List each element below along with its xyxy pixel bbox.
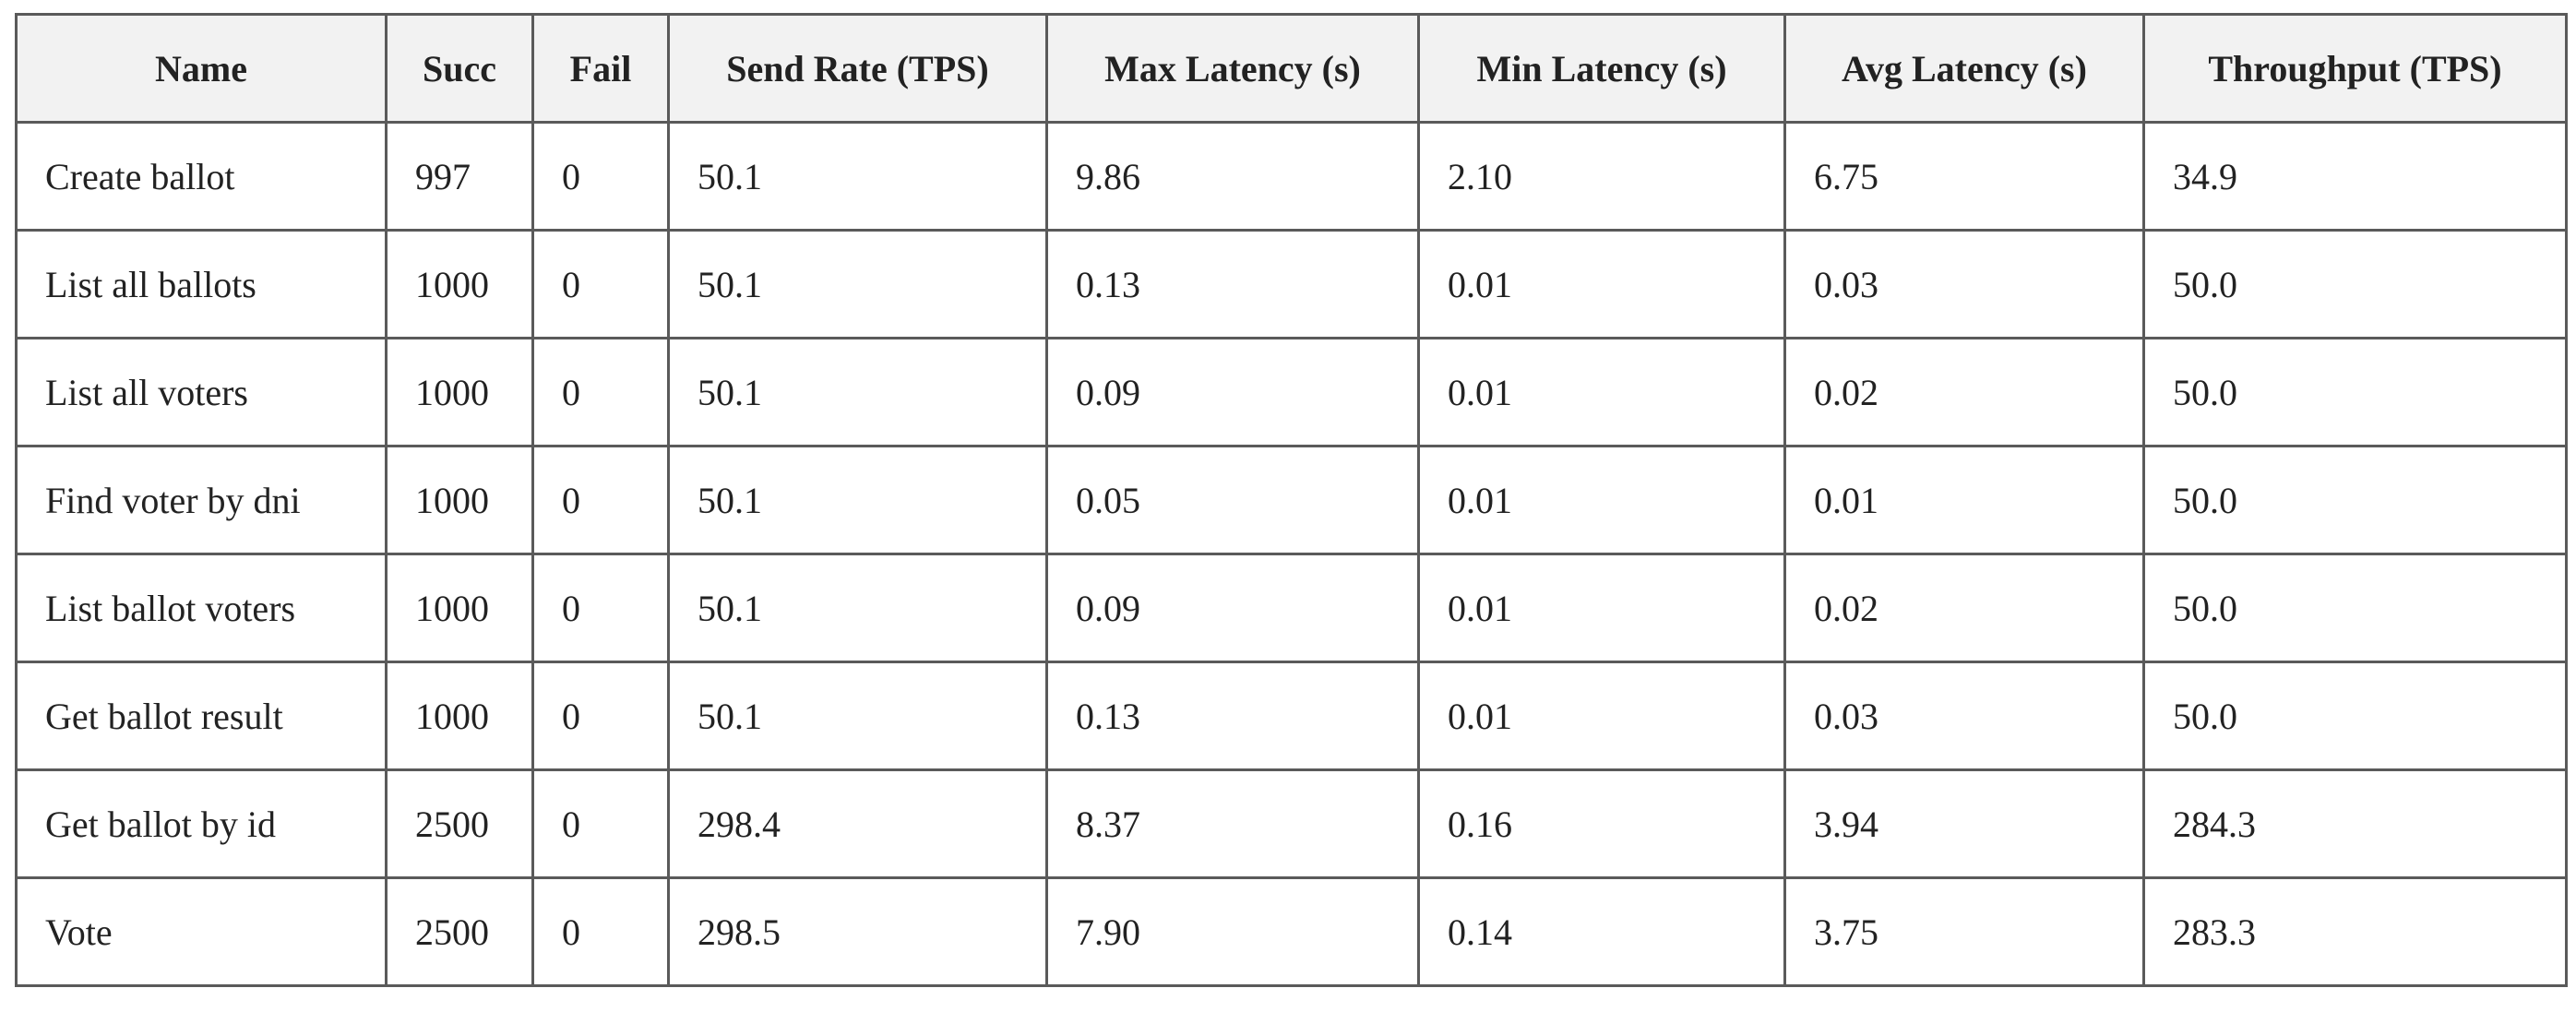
table-cell: List all voters [15, 337, 388, 447]
table-cell: 7.90 [1045, 876, 1420, 987]
table-cell: 0.05 [1045, 445, 1420, 555]
table-cell: 2500 [385, 768, 534, 879]
table-cell: 1000 [385, 337, 534, 447]
table-cell: 50.0 [2142, 337, 2568, 447]
table-cell: 6.75 [1783, 121, 2145, 232]
header-cell: Max Latency (s) [1045, 13, 1420, 124]
header-cell: Avg Latency (s) [1783, 13, 2145, 124]
table-cell: 0 [531, 445, 670, 555]
table-cell: 50.1 [667, 337, 1048, 447]
table-cell: 2500 [385, 876, 534, 987]
table-cell: 0.02 [1783, 337, 2145, 447]
table-row: Find voter by dni 1000 0 50.1 0.05 0.01 0.01 50… [15, 445, 2568, 555]
table-cell: 8.37 [1045, 768, 1420, 879]
table-cell: 0 [531, 768, 670, 879]
table-cell: 0.01 [1417, 661, 1786, 771]
table-cell: 50.0 [2142, 445, 2568, 555]
table-cell: 3.94 [1783, 768, 2145, 879]
table-body: Create ballot 997 0 50.1 9.86 2.10 6.75 34.9 Lis… [15, 121, 2568, 987]
table-row: Create ballot 997 0 50.1 9.86 2.10 6.75 34.9 [15, 121, 2568, 232]
table-cell: Create ballot [15, 121, 388, 232]
header-cell: Min Latency (s) [1417, 13, 1786, 124]
table-cell: 50.1 [667, 445, 1048, 555]
header-cell: Throughput (TPS) [2142, 13, 2568, 124]
table-row: Get ballot by id 2500 0 298.4 8.37 0.16 3.94 28… [15, 768, 2568, 879]
table-cell: 284.3 [2142, 768, 2568, 879]
table-cell: 50.0 [2142, 661, 2568, 771]
table-cell: 1000 [385, 445, 534, 555]
table-cell: Get ballot by id [15, 768, 388, 879]
table-cell: 50.1 [667, 229, 1048, 339]
table-cell: 283.3 [2142, 876, 2568, 987]
table-row: List ballot voters 1000 0 50.1 0.09 0.01 0.02 5… [15, 553, 2568, 663]
table-cell: 0.09 [1045, 553, 1420, 663]
table-cell: 0.01 [1417, 337, 1786, 447]
table-cell: 3.75 [1783, 876, 2145, 987]
table-cell: 0 [531, 121, 670, 232]
table-cell: Find voter by dni [15, 445, 388, 555]
table-cell: 2.10 [1417, 121, 1786, 232]
table-cell: List ballot voters [15, 553, 388, 663]
table-cell: 0.03 [1783, 661, 2145, 771]
header-cell: Name [15, 13, 388, 124]
header-cell: Fail [531, 13, 670, 124]
table-cell: 0.02 [1783, 553, 2145, 663]
table-cell: List all ballots [15, 229, 388, 339]
table-cell: 0 [531, 553, 670, 663]
table-cell: 0.01 [1417, 553, 1786, 663]
table-cell: 0.14 [1417, 876, 1786, 987]
table-cell: 34.9 [2142, 121, 2568, 232]
table-cell: 0.01 [1417, 229, 1786, 339]
results-table: Name Succ Fail Send Rate (TPS) Max Latency (… [15, 13, 2568, 987]
table-cell: 0.01 [1417, 445, 1786, 555]
table-cell: 1000 [385, 553, 534, 663]
table-cell: 0 [531, 661, 670, 771]
table-cell: 0.13 [1045, 229, 1420, 339]
header-row: Name Succ Fail Send Rate (TPS) Max Latency (… [15, 13, 2568, 124]
table-cell: 298.4 [667, 768, 1048, 879]
header-cell: Send Rate (TPS) [667, 13, 1048, 124]
table-cell: 50.1 [667, 553, 1048, 663]
table-cell: 50.1 [667, 661, 1048, 771]
table-cell: 0 [531, 876, 670, 987]
table-cell: 50.0 [2142, 553, 2568, 663]
table-cell: 0 [531, 229, 670, 339]
table-cell: 0.09 [1045, 337, 1420, 447]
table-row: Vote 2500 0 298.5 7.90 0.14 3.75 283.3 [15, 876, 2568, 987]
table-cell: 997 [385, 121, 534, 232]
table-row: List all voters 1000 0 50.1 0.09 0.01 0.02 50.0 [15, 337, 2568, 447]
table-cell: 298.5 [667, 876, 1048, 987]
header-cell: Succ [385, 13, 534, 124]
table-row: Get ballot result 1000 0 50.1 0.13 0.01 0.03 50… [15, 661, 2568, 771]
table-row: List all ballots 1000 0 50.1 0.13 0.01 0.03 50.… [15, 229, 2568, 339]
table-cell: Get ballot result [15, 661, 388, 771]
table-cell: 1000 [385, 661, 534, 771]
table-cell: 0.16 [1417, 768, 1786, 879]
table-cell: 0.01 [1783, 445, 2145, 555]
table-cell: 0.13 [1045, 661, 1420, 771]
table-cell: 50.0 [2142, 229, 2568, 339]
table-cell: 0.03 [1783, 229, 2145, 339]
table-cell: 0 [531, 337, 670, 447]
table-cell: Vote [15, 876, 388, 987]
table-cell: 1000 [385, 229, 534, 339]
table-cell: 9.86 [1045, 121, 1420, 232]
table-cell: 50.1 [667, 121, 1048, 232]
